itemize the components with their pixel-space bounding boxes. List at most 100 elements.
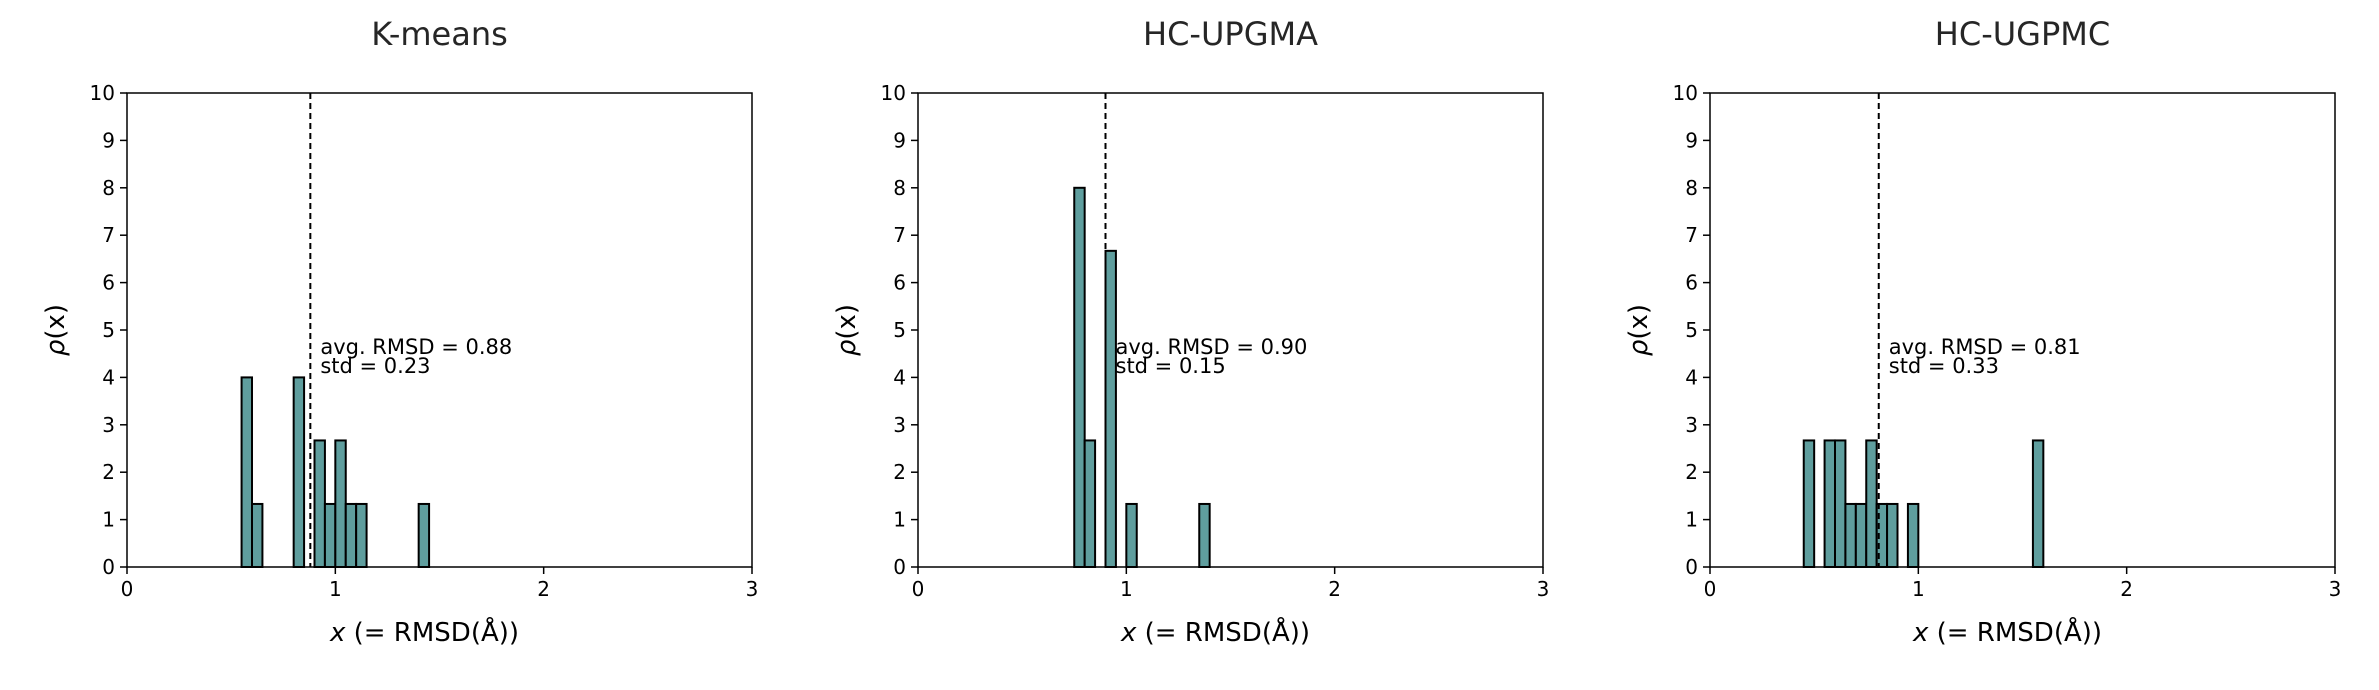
avg-rmsd-annotation: avg. RMSD = 0.88 <box>320 335 512 359</box>
y-tick-label: 3 <box>893 413 906 437</box>
std-annotation: std = 0.23 <box>320 354 430 378</box>
x-tick-label: 2 <box>2120 577 2133 601</box>
x-tick-label: 0 <box>1704 577 1717 601</box>
histogram-bar <box>1886 502 1899 569</box>
histogram-bar <box>1198 502 1211 569</box>
y-tick-label: 5 <box>893 318 906 342</box>
x-tick-label: 1 <box>1120 577 1133 601</box>
y-axis-label: ρ(x) <box>832 304 862 356</box>
histogram-bar <box>2031 439 2045 568</box>
y-axis-label-symbol: ρ <box>41 339 71 356</box>
plot-frame <box>126 92 753 568</box>
y-tick-label: 10 <box>90 81 115 105</box>
y-tick-label: 6 <box>102 271 115 295</box>
histogram-bar <box>1104 249 1117 568</box>
x-axis-label-symbol: x <box>329 618 346 648</box>
y-axis-label: ρ(x) <box>1624 304 1654 356</box>
y-tick-label: 6 <box>893 271 906 295</box>
x-tick-label: 1 <box>1912 577 1925 601</box>
x-tick-label: 3 <box>1537 577 1550 601</box>
y-tick-label: 0 <box>102 555 115 579</box>
x-tick-label: 3 <box>2329 577 2342 601</box>
avg-rmsd-annotation: avg. RMSD = 0.81 <box>1889 335 2081 359</box>
histogram-bar <box>1125 502 1138 569</box>
histogram-bar <box>1854 502 1868 569</box>
std-annotation: std = 0.33 <box>1889 354 1999 378</box>
y-tick-label: 7 <box>1685 223 1698 247</box>
histogram-bar <box>417 502 431 569</box>
y-tick-label: 1 <box>1685 508 1698 532</box>
y-tick-label: 4 <box>893 365 906 389</box>
y-tick-label: 1 <box>102 508 115 532</box>
histogram-bar <box>240 376 253 568</box>
plot-frame <box>917 92 1544 568</box>
y-tick-label: 7 <box>893 223 906 247</box>
histogram-bar <box>334 439 347 568</box>
y-tick-label: 0 <box>893 555 906 579</box>
chart-title: HC-UGPMC <box>1935 15 2110 53</box>
x-axis-label: x (= RMSD(Å)) <box>1120 616 1310 648</box>
histogram-bar <box>1802 439 1816 568</box>
histogram-bar <box>355 502 368 569</box>
y-tick-label: 1 <box>893 508 906 532</box>
y-axis-label-text: (x) <box>1624 304 1654 340</box>
x-tick-label: 1 <box>329 577 342 601</box>
histogram-bar <box>251 502 264 569</box>
y-tick-label: 10 <box>1673 81 1698 105</box>
histogram-bar <box>344 502 358 569</box>
y-tick-label: 4 <box>1685 365 1698 389</box>
x-axis-label-text: (= RMSD(Å)) <box>1136 616 1310 648</box>
y-tick-label: 3 <box>102 413 115 437</box>
histogram-bar <box>1834 439 1847 568</box>
x-tick-label: 0 <box>121 577 134 601</box>
histogram-bar <box>1906 502 1920 569</box>
y-tick-label: 0 <box>1685 555 1698 579</box>
y-tick-label: 2 <box>1685 460 1698 484</box>
y-tick-label: 10 <box>881 81 906 105</box>
x-axis-label-text: (= RMSD(Å)) <box>1928 616 2102 648</box>
chart-title: K-means <box>371 15 508 53</box>
histogram-bar <box>1865 439 1878 568</box>
y-axis-label-text: (x) <box>832 304 862 340</box>
x-tick-label: 3 <box>746 577 759 601</box>
y-tick-label: 4 <box>102 365 115 389</box>
y-tick-label: 7 <box>102 223 115 247</box>
std-annotation: std = 0.15 <box>1116 354 1226 378</box>
x-axis-label: x (= RMSD(Å)) <box>1912 616 2102 648</box>
histogram-bar <box>1073 186 1086 569</box>
chart-title: HC-UPGMA <box>1143 15 1318 53</box>
x-axis-label-text: (= RMSD(Å)) <box>345 616 519 648</box>
y-tick-label: 2 <box>102 460 115 484</box>
y-tick-label: 9 <box>893 128 906 152</box>
y-tick-label: 2 <box>893 460 906 484</box>
y-tick-label: 5 <box>102 318 115 342</box>
histogram-bar <box>1844 502 1857 569</box>
y-tick-label: 6 <box>1685 271 1698 295</box>
y-axis-label-symbol: ρ <box>832 339 862 356</box>
x-tick-label: 0 <box>912 577 925 601</box>
y-tick-label: 8 <box>102 176 115 200</box>
x-tick-label: 2 <box>1328 577 1341 601</box>
y-axis-label-symbol: ρ <box>1624 339 1654 356</box>
x-axis-label: x (= RMSD(Å)) <box>329 616 519 648</box>
y-tick-label: 9 <box>102 128 115 152</box>
histogram-bar <box>313 439 326 568</box>
histogram-bar <box>323 502 337 569</box>
x-axis-label-symbol: x <box>1912 618 1929 648</box>
y-tick-label: 8 <box>893 176 906 200</box>
y-axis-label: ρ(x) <box>41 304 71 356</box>
x-tick-label: 2 <box>537 577 550 601</box>
y-tick-label: 9 <box>1685 128 1698 152</box>
histogram-bar <box>292 376 306 568</box>
histogram-bar <box>1083 439 1097 568</box>
histogram-bar <box>1823 439 1837 568</box>
y-axis-label-text: (x) <box>41 304 71 340</box>
y-tick-label: 5 <box>1685 318 1698 342</box>
y-tick-label: 3 <box>1685 413 1698 437</box>
avg-rmsd-annotation: avg. RMSD = 0.90 <box>1116 335 1308 359</box>
x-axis-label-symbol: x <box>1120 618 1137 648</box>
